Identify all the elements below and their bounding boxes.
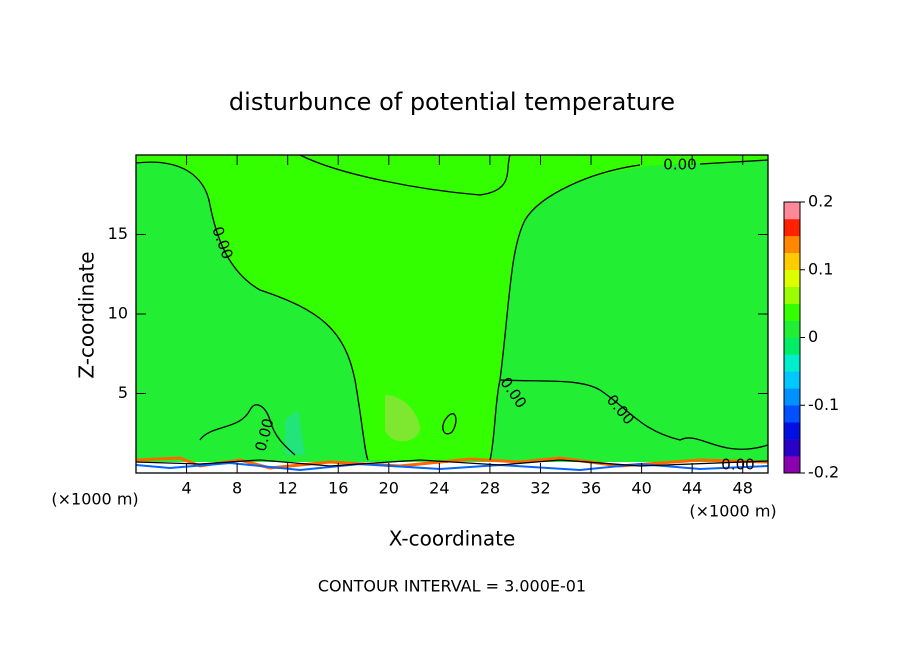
x-tick-label: 16 [328, 479, 348, 498]
colorbar-swatch [784, 456, 800, 474]
x-tick-label: 40 [631, 479, 651, 498]
x-tick-label: 24 [429, 479, 449, 498]
colorbar-tick-label: 0.2 [808, 192, 833, 211]
colorbar-swatch [784, 337, 800, 355]
colorbar-swatch [784, 388, 800, 406]
field-region [136, 155, 768, 460]
x-tick-label: 44 [682, 479, 702, 498]
x-tick-label: 32 [530, 479, 550, 498]
contour-lines [135, 154, 769, 467]
colorbar-swatch [784, 235, 800, 254]
y-tick-label: 5 [118, 383, 128, 402]
x-axis-label: X-coordinate [389, 527, 516, 551]
colorbar-tick-label: 0 [808, 327, 818, 346]
x-tick-label: 8 [232, 479, 242, 498]
y-axis-label: Z-coordinate [75, 251, 99, 378]
x-unit-label: (×1000 m) [51, 490, 138, 509]
colorbar-tick-label: 0.1 [808, 259, 833, 278]
field-region [285, 410, 305, 455]
colorbar-swatch [784, 269, 800, 287]
colorbar-swatch [784, 371, 800, 389]
colorbar-swatch [784, 303, 800, 321]
colorbar-swatch [784, 218, 800, 237]
colorbar-tick-label: -0.1 [808, 395, 839, 414]
chart-title: disturbunce of potential temperature [229, 88, 675, 116]
x-tick-label: 20 [379, 479, 399, 498]
contour-field [135, 154, 769, 474]
colorbar-swatch [784, 320, 800, 338]
colorbar-tick-label: -0.2 [808, 463, 839, 482]
x-tick-label: 36 [581, 479, 601, 498]
contour-label: 0.00 [663, 156, 696, 174]
colorbar-swatch [784, 252, 800, 271]
x-unit-label: (×1000 m) [689, 502, 776, 521]
colorbar-swatch [784, 422, 800, 440]
colorbar-swatch [784, 286, 800, 304]
y-tick-label: 15 [108, 224, 128, 243]
colorbar-swatch [784, 354, 800, 372]
colorbar-swatch [784, 439, 800, 457]
x-tick-label: 12 [278, 479, 298, 498]
x-tick-label: 28 [480, 479, 500, 498]
x-tick-label: 48 [733, 479, 753, 498]
colorbar-swatch [784, 405, 800, 423]
contour-label: 0.00 [721, 456, 754, 474]
x-tick-label: 4 [181, 479, 191, 498]
colorbar-swatch [784, 202, 800, 220]
y-tick-label: 10 [108, 304, 128, 323]
field-region [385, 395, 420, 442]
annotation: CONTOUR INTERVAL = 3.000E-01 [318, 577, 586, 596]
